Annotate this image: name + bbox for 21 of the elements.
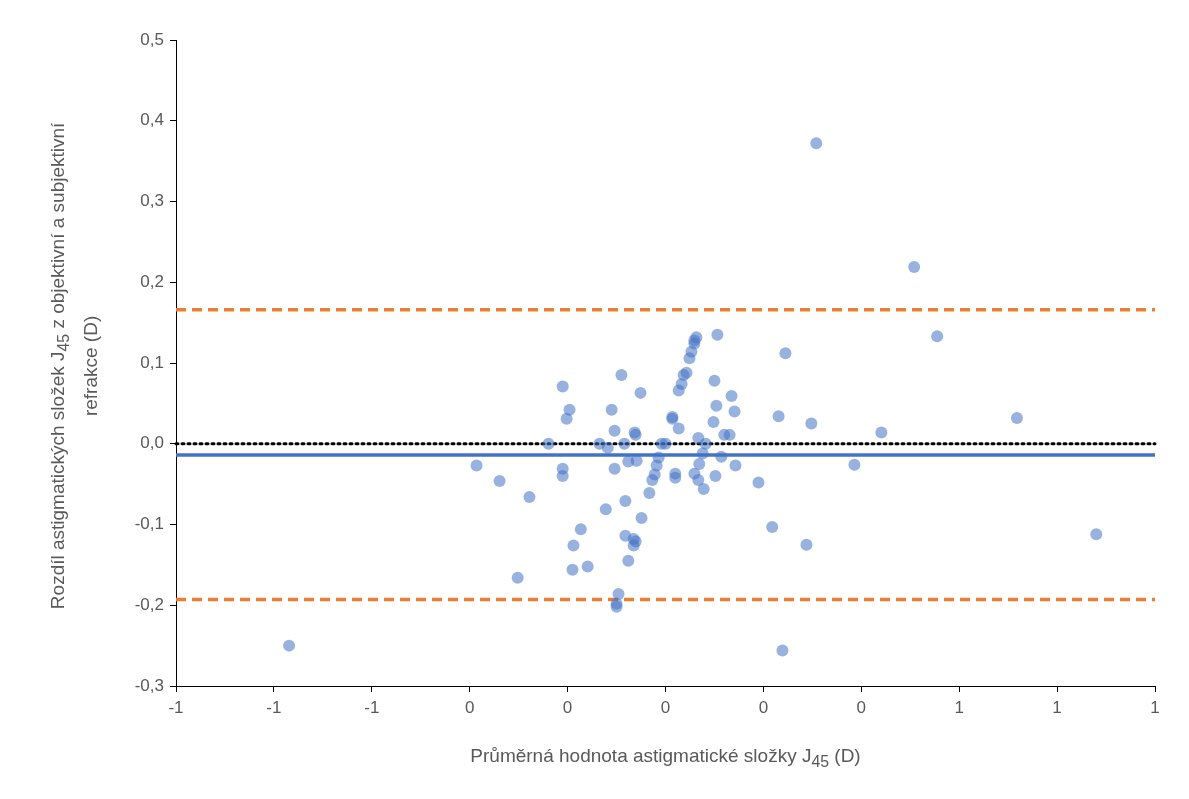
x-tick-label: -1 xyxy=(364,697,380,717)
y-tick-label: -0,3 xyxy=(134,675,164,695)
x-tick-label: 1 xyxy=(954,697,964,717)
x-tick-label: 0 xyxy=(464,697,475,717)
x-tick-label: 0 xyxy=(562,697,573,717)
y-tick-label: -0,1 xyxy=(134,514,164,534)
x-tick-label: 0 xyxy=(758,697,769,717)
y-tick-label: 0,5 xyxy=(140,29,164,49)
y-tick-label: 0,2 xyxy=(140,271,164,291)
x-tick-label: 0 xyxy=(856,697,867,717)
x-tick-label: 1 xyxy=(1052,697,1062,717)
x-axis-title: Průměrná hodnota astigmatické složky J$_{45}$ (D) xyxy=(469,745,862,771)
x-tick-label: -1 xyxy=(168,697,184,717)
y-tick-label: 0,1 xyxy=(140,352,164,372)
x-tick-label: 1 xyxy=(1150,697,1160,717)
y-tick-label: 0,3 xyxy=(140,191,164,211)
x-tick-label: -1 xyxy=(266,697,282,717)
y-tick-label: 0,0 xyxy=(140,433,164,453)
x-tick-label: 0 xyxy=(660,697,671,717)
y-tick-label: 0,4 xyxy=(140,110,164,130)
y-tick-label: -0,2 xyxy=(134,594,164,614)
